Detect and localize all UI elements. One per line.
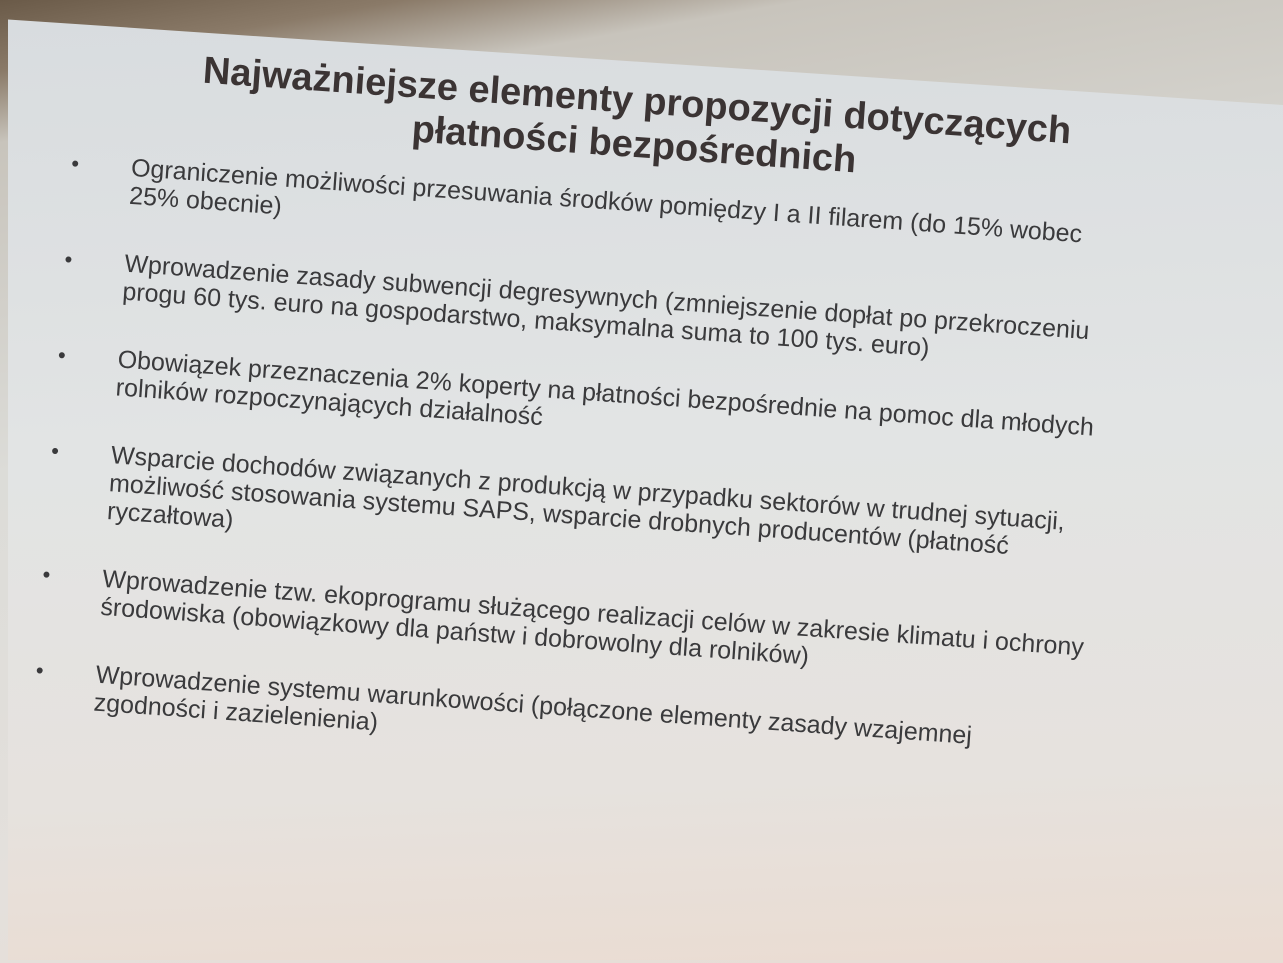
slide: Najważniejsze elementy propozycji dotycz… [30, 40, 1197, 830]
bullet-dot: • [57, 341, 67, 369]
bullet-dot: • [35, 656, 45, 684]
photo: Najważniejsze elementy propozycji dotycz… [0, 0, 1283, 963]
bullet-dot: • [64, 245, 74, 273]
bullet-dot: • [42, 561, 52, 589]
bullet-dot: • [50, 437, 60, 465]
page: {"slide": { "title": ["Najważniejsze ele… [0, 0, 1283, 963]
bullet-dot: • [70, 150, 80, 178]
bullet-list: •Ograniczenie możliwości przesuwania śro… [33, 150, 1190, 791]
